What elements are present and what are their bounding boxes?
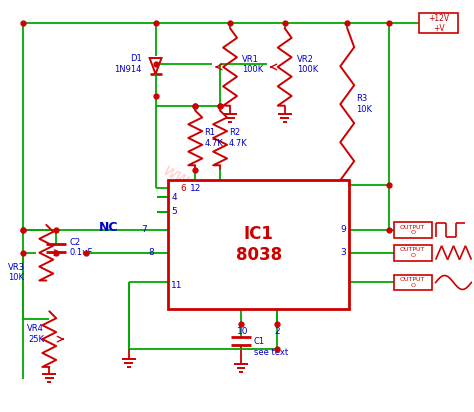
Text: 5: 5 [172,208,177,216]
Text: VR2
100K: VR2 100K [297,55,318,74]
Bar [394,274,432,290]
Text: C1
see text: C1 see text [254,337,288,357]
Text: C2
0.1uF: C2 0.1uF [69,238,92,258]
Text: OUTPUT
O: OUTPUT O [400,248,426,258]
Text: R3
10K: R3 10K [356,94,372,114]
Text: R2
4.7K: R2 4.7K [229,128,248,147]
Text: D1
1N914: D1 1N914 [114,54,142,74]
Text: VR4
25K: VR4 25K [27,324,44,344]
Text: VR3
10K: VR3 10K [8,263,25,282]
Text: R1
4.7K: R1 4.7K [204,128,223,147]
Text: 8: 8 [149,248,155,257]
Text: 12: 12 [191,184,202,193]
Bar [394,245,432,261]
Text: 7: 7 [141,225,146,234]
Text: VR1
100K: VR1 100K [242,55,263,74]
Text: OUTPUT
O: OUTPUT O [400,225,426,235]
Text: 2: 2 [274,327,280,336]
Text: 4: 4 [172,192,177,201]
Text: 3: 3 [340,248,346,257]
Text: 6: 6 [181,184,186,193]
Text: NC: NC [99,221,119,234]
Bar [394,222,432,238]
Text: OUTPUT
O: OUTPUT O [400,277,426,288]
Text: +12V
+V: +12V +V [428,14,449,33]
Text: 11: 11 [172,281,183,290]
Bar [419,13,458,33]
Text: www.eleccircuit.com: www.eleccircuit.com [160,162,320,258]
Text: 10: 10 [237,327,249,336]
Bar [168,180,349,309]
Text: IC1
8038: IC1 8038 [236,225,282,264]
Text: 9: 9 [340,225,346,234]
